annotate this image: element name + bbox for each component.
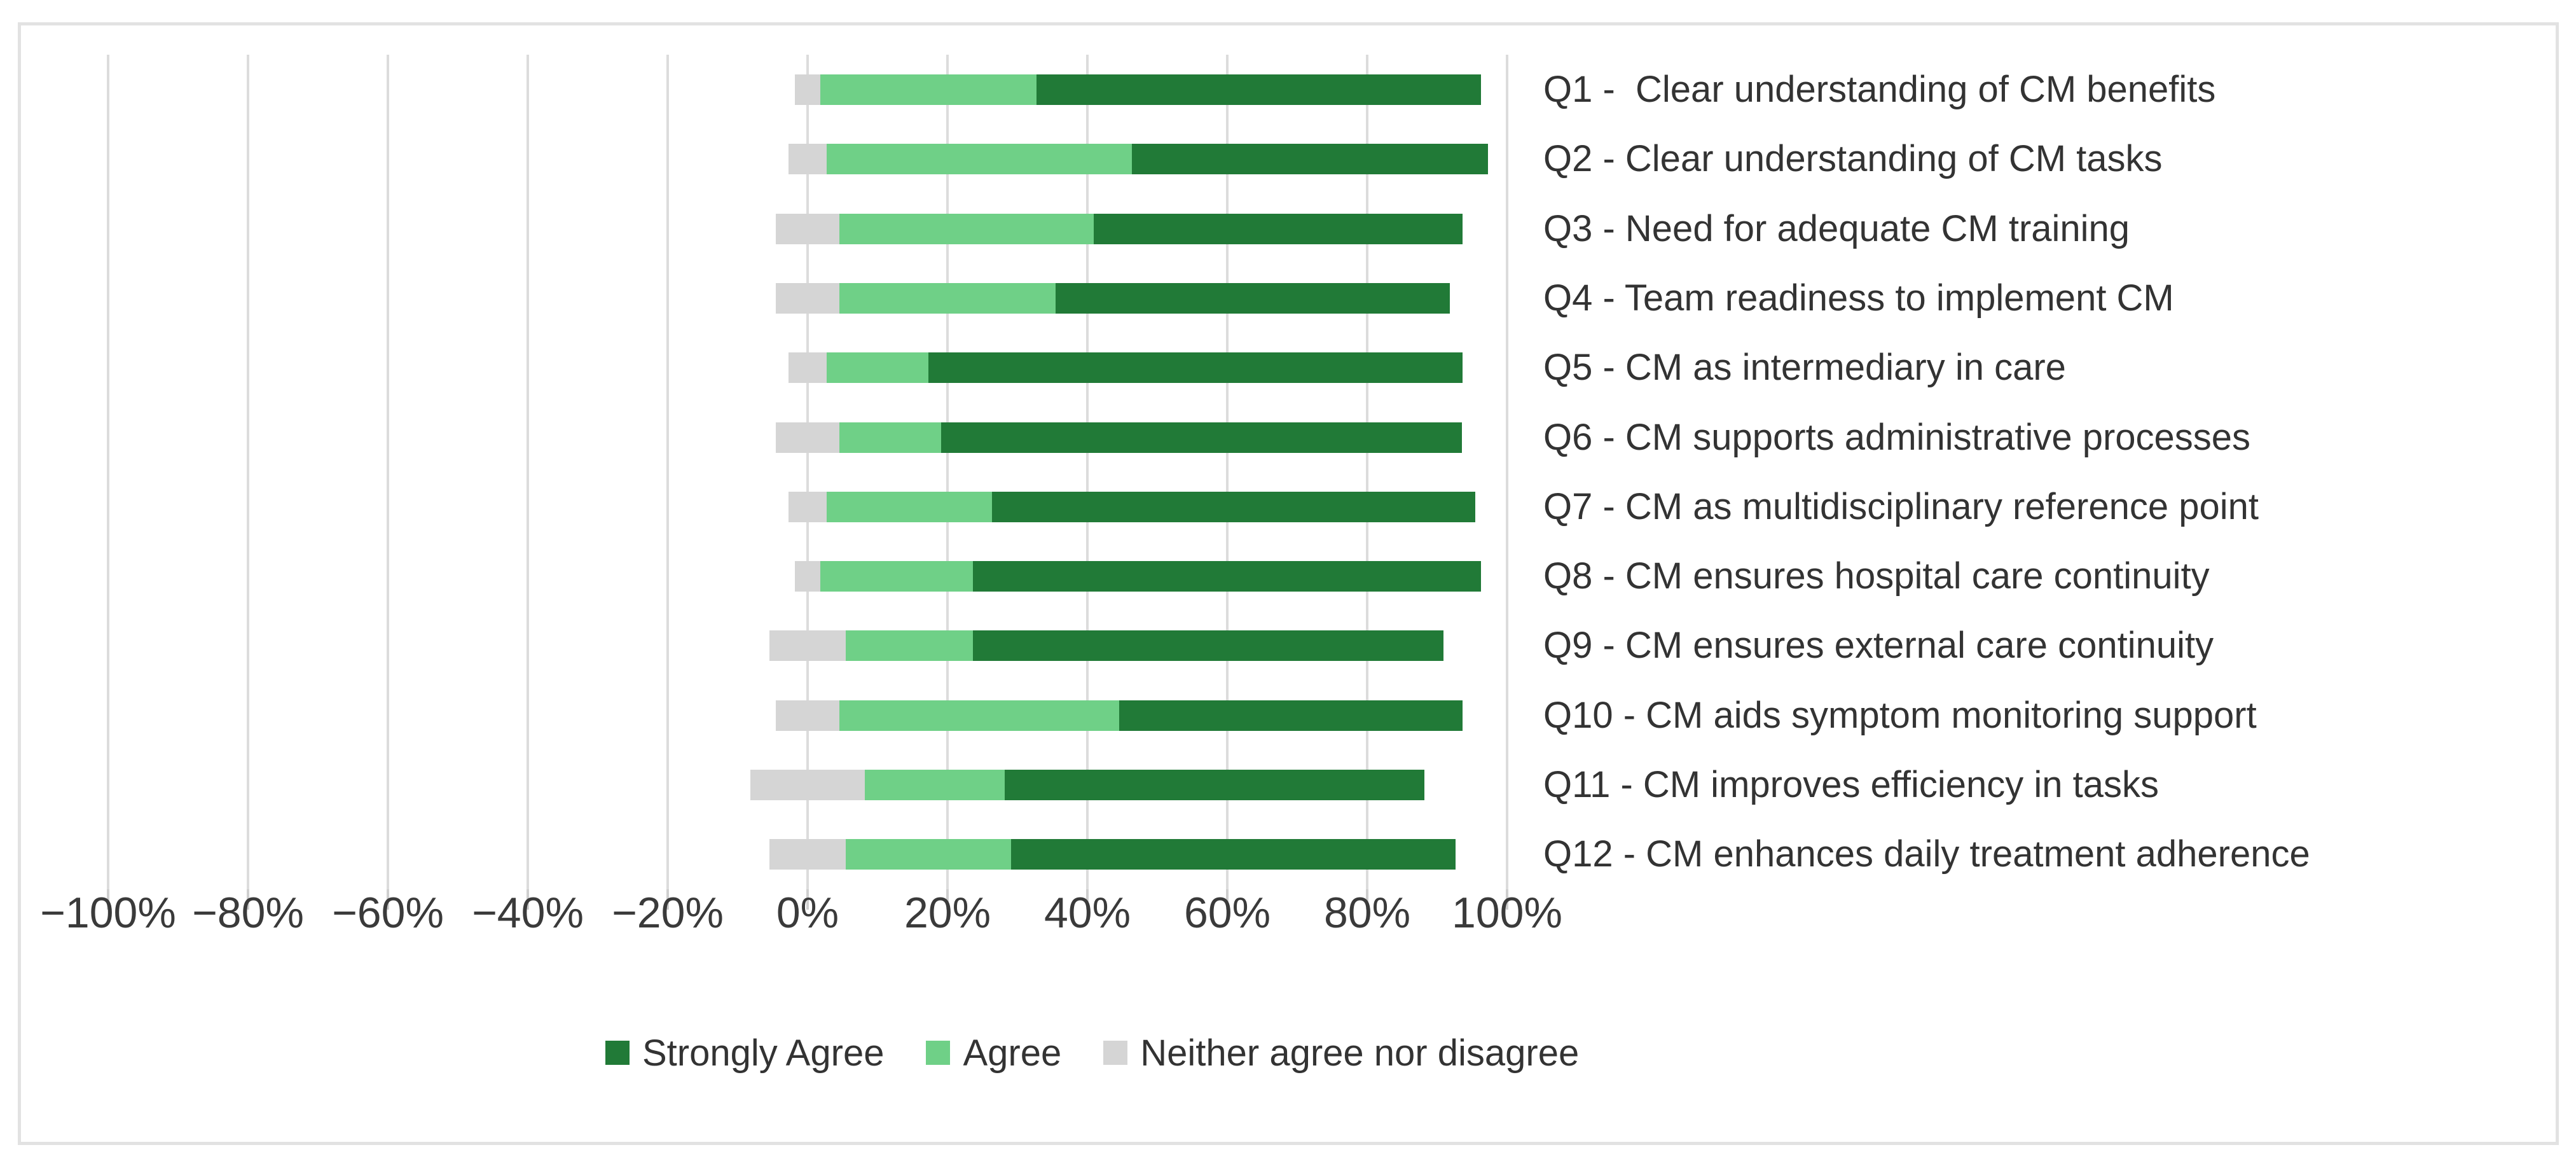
bar-segment-agree <box>820 74 1037 105</box>
bar-segment-strongly-agree <box>928 352 1463 384</box>
x-axis-tick-label: −60% <box>332 889 444 937</box>
axis-tick-0 <box>806 889 809 910</box>
bar-segment-neither <box>750 770 865 800</box>
axis-tick--40 <box>527 889 529 910</box>
bar-segment-agree <box>839 700 1120 731</box>
category-label: Q5 - CM as intermediary in care <box>1543 347 2066 389</box>
bar-segment-strongly-agree <box>1036 74 1482 105</box>
bar-segment-strongly-agree <box>972 561 1482 592</box>
bar-segment-strongly-agree <box>1055 282 1450 314</box>
bar-segment-agree <box>827 491 992 522</box>
bar-segment-neither <box>788 352 827 384</box>
bar-segment-strongly-agree <box>1094 213 1463 244</box>
gridline--80 <box>247 55 249 889</box>
bar-segment-agree <box>845 630 974 662</box>
bar-segment-neither <box>795 74 820 105</box>
axis-tick-60 <box>1226 889 1229 910</box>
legend-label: Strongly Agree <box>642 1032 885 1074</box>
bar-segment-agree <box>827 352 928 384</box>
legend-label: Neither agree nor disagree <box>1140 1032 1580 1074</box>
bar-segment-neither <box>788 491 827 522</box>
bar-segment-agree <box>845 839 1011 870</box>
bar-segment-agree <box>839 213 1094 244</box>
category-label: Q11 - CM improves efficiency in tasks <box>1543 764 2159 805</box>
bar-segment-strongly-agree <box>940 422 1463 453</box>
category-label: Q7 - CM as multidisciplinary reference p… <box>1543 485 2259 527</box>
gridline-80 <box>1366 55 1368 889</box>
bar-segment-neither <box>795 561 820 592</box>
gridline-40 <box>1086 55 1089 889</box>
gridline-20 <box>946 55 949 889</box>
bar-segment-strongly-agree <box>1005 770 1425 800</box>
category-label: Q10 - CM aids symptom monitoring support <box>1543 694 2257 736</box>
category-label: Q4 - Team readiness to implement CM <box>1543 277 2174 319</box>
axis-tick--80 <box>247 889 249 910</box>
category-label: Q1 - Clear understanding of CM benefits <box>1543 69 2216 110</box>
bar-segment-neither <box>775 700 840 731</box>
bar-segment-strongly-agree <box>973 630 1444 662</box>
x-axis-tick-label: −100% <box>40 889 176 937</box>
bar-segment-neither <box>769 839 846 870</box>
x-axis-tick-label: 100% <box>1452 889 1562 937</box>
gridline-0 <box>806 55 809 889</box>
axis-tick--100 <box>107 889 109 910</box>
gridline--100 <box>107 55 109 889</box>
x-axis-tick-label: 60% <box>1183 889 1271 937</box>
legend-swatch-icon <box>926 1041 951 1065</box>
axis-tick-40 <box>1086 889 1089 910</box>
gridline--40 <box>527 55 529 889</box>
axis-tick-80 <box>1366 889 1368 910</box>
bar-segment-strongly-agree <box>991 491 1475 522</box>
category-label: Q12 - CM enhances daily treatment adhere… <box>1543 833 2310 875</box>
category-label: Q2 - Clear understanding of CM tasks <box>1543 138 2163 180</box>
legend: Strongly Agree Agree Neither agree nor dis… <box>605 1023 1579 1083</box>
legend-label: Agree <box>963 1032 1062 1074</box>
category-label: Q8 - CM ensures hospital care continuity <box>1543 555 2210 597</box>
x-axis-tick-label: −20% <box>612 889 724 937</box>
axis-tick--20 <box>666 889 669 910</box>
x-axis-tick-label: 20% <box>904 889 991 937</box>
bar-segment-agree <box>839 282 1056 314</box>
gridline--60 <box>387 55 389 889</box>
bar-segment-neither <box>775 422 840 453</box>
category-label: Q3 - Need for adequate CM training <box>1543 207 2130 249</box>
x-axis-tick-label: −40% <box>472 889 584 937</box>
legend-item-1: Agree <box>926 1032 1061 1074</box>
x-axis-tick-label: 40% <box>1043 889 1131 937</box>
bar-segment-agree <box>839 422 941 453</box>
legend-swatch-icon <box>605 1041 630 1065</box>
legend-swatch-icon <box>1103 1041 1128 1065</box>
bar-segment-neither <box>769 630 846 662</box>
bar-segment-neither <box>788 144 827 175</box>
x-axis-tick-label: −80% <box>192 889 304 937</box>
bar-segment-strongly-agree <box>1131 144 1488 175</box>
bar-segment-strongly-agree <box>1119 700 1463 731</box>
bar-segment-agree <box>827 144 1132 175</box>
axis-tick--60 <box>387 889 389 910</box>
bar-segment-agree <box>865 770 1005 800</box>
gridline-100 <box>1506 55 1508 889</box>
x-axis-tick-label: 80% <box>1323 889 1411 937</box>
axis-tick-20 <box>946 889 949 910</box>
gridline-60 <box>1226 55 1229 889</box>
bar-segment-neither <box>775 213 840 244</box>
legend-item-0: Strongly Agree <box>605 1032 884 1074</box>
category-label: Q9 - CM ensures external care continuity <box>1543 625 2214 667</box>
legend-item-2: Neither agree nor disagree <box>1103 1032 1579 1074</box>
bar-segment-neither <box>775 282 840 314</box>
category-label: Q6 - CM supports administrative processe… <box>1543 416 2251 458</box>
axis-tick-100 <box>1506 889 1508 910</box>
gridline--20 <box>666 55 669 889</box>
bar-segment-agree <box>820 561 973 592</box>
bar-segment-strongly-agree <box>1010 839 1456 870</box>
x-axis-tick-label: 0% <box>776 889 839 937</box>
